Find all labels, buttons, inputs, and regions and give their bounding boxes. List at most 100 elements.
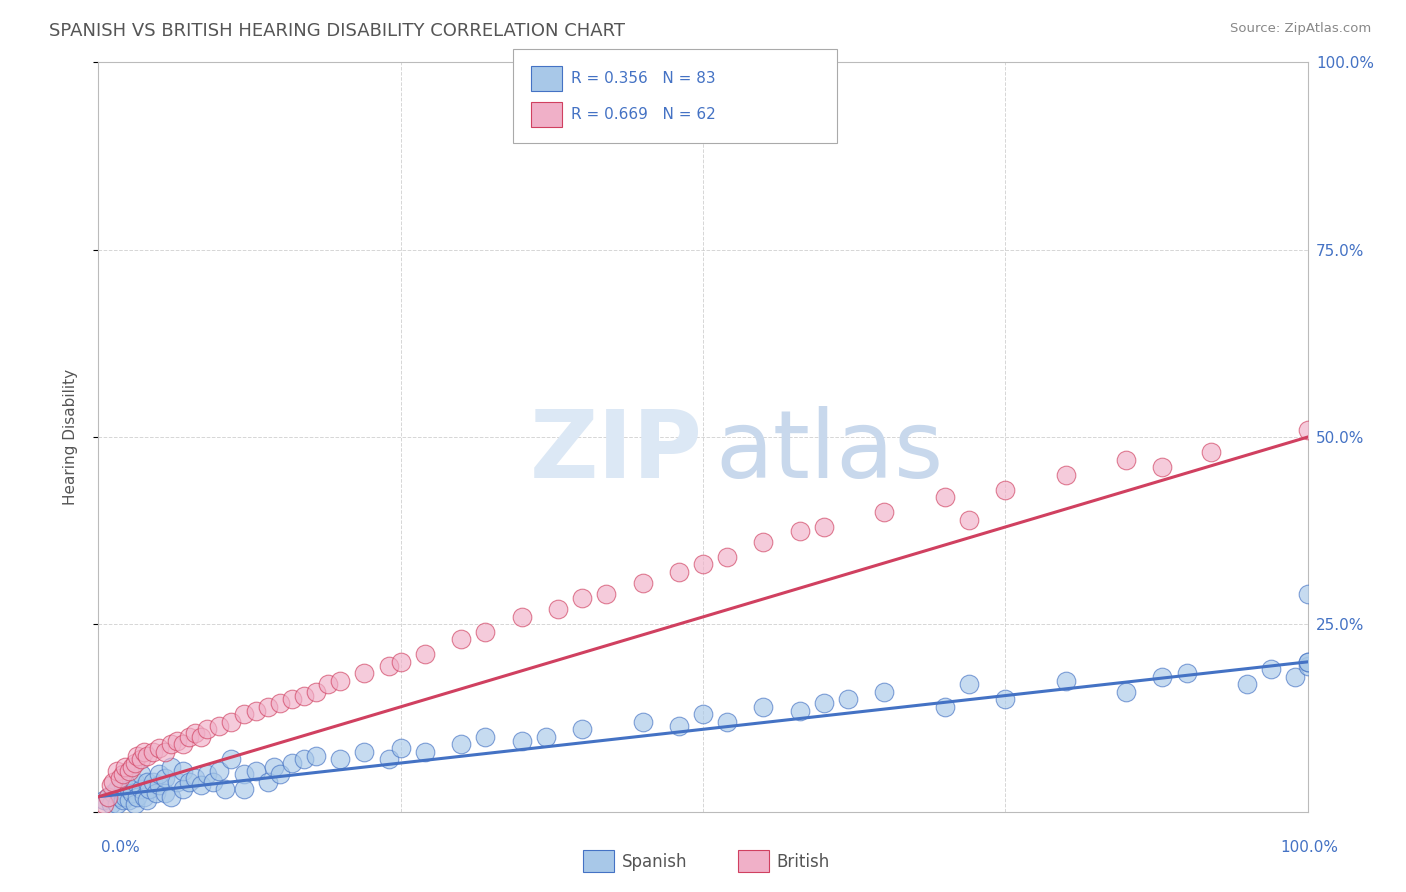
Point: [1054, 673, 1077, 688]
Point: [1260, 662, 1282, 676]
Point: [837, 692, 859, 706]
Text: Source: ZipAtlas.com: Source: ZipAtlas.com: [1230, 22, 1371, 36]
Text: atlas: atlas: [716, 406, 943, 498]
Point: [111, 767, 134, 781]
Point: [450, 737, 472, 751]
Point: [1115, 452, 1137, 467]
Point: [789, 524, 811, 538]
Point: [413, 745, 436, 759]
Point: [934, 699, 956, 714]
Y-axis label: Hearing Disability: Hearing Disability: [63, 369, 77, 505]
Point: [1175, 666, 1198, 681]
Point: [127, 748, 149, 763]
Text: Spanish: Spanish: [621, 853, 688, 871]
Point: [221, 752, 243, 766]
Point: [127, 789, 149, 804]
Point: [389, 741, 412, 756]
Point: [957, 677, 980, 691]
Point: [114, 789, 136, 804]
Point: [534, 730, 557, 744]
Point: [111, 793, 134, 807]
Text: 100.0%: 100.0%: [1281, 840, 1339, 855]
Point: [129, 752, 152, 766]
Point: [389, 655, 412, 669]
Point: [145, 786, 167, 800]
Point: [752, 699, 775, 714]
Point: [716, 714, 738, 729]
Point: [208, 764, 231, 778]
Point: [160, 789, 183, 804]
Point: [111, 779, 134, 793]
Point: [97, 789, 120, 804]
Point: [172, 737, 194, 751]
Point: [142, 774, 165, 789]
Text: ZIP: ZIP: [530, 406, 703, 498]
Point: [108, 789, 131, 804]
Point: [281, 692, 304, 706]
Point: [631, 576, 654, 591]
Point: [752, 535, 775, 549]
Point: [474, 730, 496, 744]
Point: [153, 786, 176, 800]
Point: [813, 696, 835, 710]
Point: [292, 752, 315, 766]
Point: [202, 774, 225, 789]
Point: [124, 774, 146, 789]
Point: [208, 718, 231, 732]
Point: [994, 483, 1017, 497]
Point: [166, 774, 188, 789]
Point: [813, 520, 835, 534]
Point: [1284, 670, 1306, 684]
Point: [377, 752, 399, 766]
Point: [571, 591, 593, 606]
Point: [97, 789, 120, 804]
Point: [232, 767, 254, 781]
Point: [1115, 685, 1137, 699]
Point: [329, 752, 352, 766]
Point: [190, 730, 212, 744]
Point: [873, 505, 896, 519]
Point: [100, 779, 122, 793]
Point: [172, 764, 194, 778]
Point: [105, 797, 128, 812]
Point: [114, 760, 136, 774]
Point: [100, 797, 122, 812]
Point: [101, 774, 124, 789]
Point: [1054, 467, 1077, 482]
Point: [148, 741, 170, 756]
Point: [221, 714, 243, 729]
Point: [195, 767, 218, 781]
Point: [256, 699, 278, 714]
Point: [450, 632, 472, 647]
Point: [316, 677, 339, 691]
Point: [510, 733, 533, 747]
Point: [668, 565, 690, 579]
Point: [153, 745, 176, 759]
Point: [245, 704, 267, 718]
Point: [692, 558, 714, 572]
Point: [138, 782, 160, 797]
Point: [121, 786, 143, 800]
Point: [160, 760, 183, 774]
Point: [118, 793, 141, 807]
Point: [1152, 670, 1174, 684]
Point: [148, 767, 170, 781]
Point: [172, 782, 194, 797]
Point: [994, 692, 1017, 706]
Point: [105, 764, 128, 778]
Point: [353, 666, 375, 681]
Point: [129, 767, 152, 781]
Point: [121, 760, 143, 774]
Text: R = 0.669   N = 62: R = 0.669 N = 62: [571, 107, 716, 121]
Point: [957, 512, 980, 526]
Point: [510, 610, 533, 624]
Point: [571, 723, 593, 737]
Point: [129, 782, 152, 797]
Point: [1296, 423, 1319, 437]
Point: [101, 786, 124, 800]
Point: [269, 696, 291, 710]
Point: [305, 748, 328, 763]
Point: [1199, 445, 1222, 459]
Point: [1152, 460, 1174, 475]
Point: [292, 689, 315, 703]
